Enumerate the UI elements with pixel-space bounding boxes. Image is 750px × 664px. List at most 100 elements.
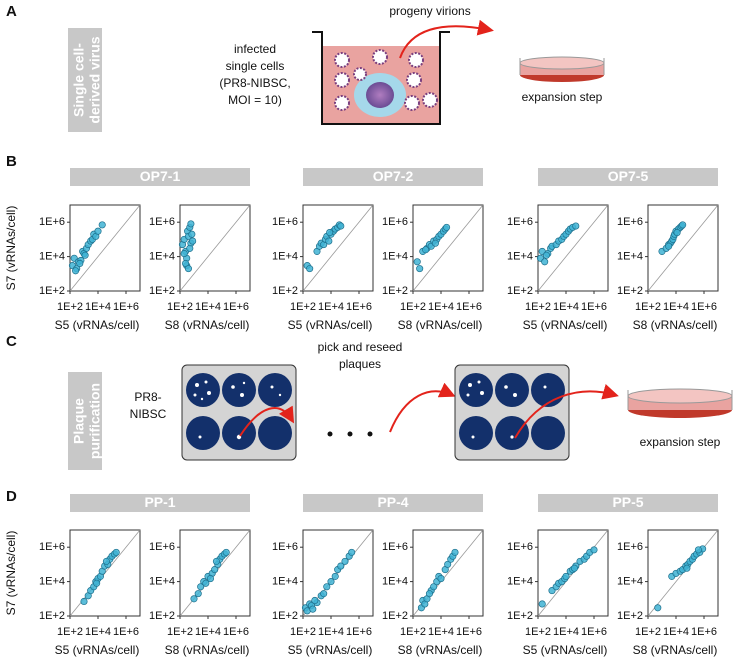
- point: [541, 258, 549, 266]
- cells-text: (PR8-NIBSC,: [219, 76, 290, 90]
- x-tick-label: 1E+6: [581, 301, 607, 313]
- y-tick-label: 1E+2: [149, 610, 175, 622]
- x-tick-label: 1E+4: [318, 626, 344, 638]
- panel-label: D: [6, 488, 17, 505]
- plot-frame: [302, 204, 374, 292]
- x-tick-label: 1E+6: [346, 626, 372, 638]
- point: [323, 583, 331, 591]
- point: [222, 548, 230, 556]
- point: [98, 221, 106, 229]
- arrow-text: pick and reseed: [318, 340, 403, 354]
- x-axis-title: S5 (vRNAs/cell): [288, 318, 373, 332]
- diagonal: [412, 204, 484, 292]
- x-tick-label: 1E+4: [428, 626, 454, 638]
- x-axis-title: S8 (vRNAs/cell): [398, 643, 483, 657]
- header-bar: [303, 494, 483, 512]
- plot-frame: [179, 204, 251, 292]
- x-tick-label: 1E+4: [195, 626, 221, 638]
- x-tick-label: 1E+2: [525, 626, 551, 638]
- arrow: [239, 405, 295, 437]
- point: [202, 579, 210, 587]
- point: [327, 578, 335, 586]
- y-tick-label: 1E+4: [272, 251, 298, 263]
- x-tick-label: 1E+2: [167, 301, 193, 313]
- point: [326, 229, 334, 237]
- y-tick-label: 1E+6: [39, 216, 65, 228]
- plot-frame: [302, 529, 374, 617]
- x-tick-label: 1E+6: [456, 301, 482, 313]
- y-tick-label: 1E+4: [507, 576, 533, 588]
- diagonal: [69, 204, 141, 292]
- x-tick-label: 1E+2: [400, 301, 426, 313]
- x-tick-label: 1E+4: [85, 301, 111, 313]
- y-tick-label: 1E+6: [382, 216, 408, 228]
- point: [188, 230, 196, 238]
- source-text: NIBSC: [130, 407, 167, 421]
- point: [443, 223, 451, 231]
- dish: [627, 388, 733, 418]
- y-tick-label: 1E+4: [39, 251, 65, 263]
- y-tick-label: 1E+2: [617, 285, 643, 297]
- y-tick-label: 1E+2: [39, 285, 65, 297]
- y-tick-label: 1E+6: [149, 541, 175, 553]
- point: [673, 229, 681, 237]
- point: [212, 557, 220, 565]
- point: [538, 600, 546, 608]
- y-tick-label: 1E+4: [617, 251, 643, 263]
- point: [81, 251, 89, 259]
- panel-label: C: [6, 333, 17, 350]
- y-tick-label: 1E+2: [149, 285, 175, 297]
- x-tick-label: 1E+6: [223, 301, 249, 313]
- y-axis-title: S7 (vRNAs/cell): [4, 206, 18, 291]
- header-bar: [70, 168, 250, 186]
- y-tick-label: 1E+2: [382, 285, 408, 297]
- x-axis-title: S8 (vRNAs/cell): [633, 318, 718, 332]
- y-tick-label: 1E+2: [272, 610, 298, 622]
- y-tick-label: 1E+2: [382, 610, 408, 622]
- point: [683, 564, 691, 572]
- point: [180, 250, 188, 258]
- header: PP-4: [377, 494, 408, 510]
- plot-frame: [412, 204, 484, 292]
- side-label: Plaque: [71, 398, 87, 444]
- point: [72, 267, 80, 275]
- point: [194, 590, 202, 598]
- x-tick-label: 1E+6: [691, 301, 717, 313]
- x-axis-title: S8 (vRNAs/cell): [165, 643, 250, 657]
- y-tick-label: 1E+4: [149, 576, 175, 588]
- y-tick-label: 1E+2: [272, 285, 298, 297]
- point: [451, 548, 459, 556]
- point: [416, 265, 424, 273]
- point: [189, 237, 197, 245]
- header: OP7-1: [140, 168, 181, 184]
- side-label: Single cell-: [71, 43, 87, 117]
- header-bar: [303, 168, 483, 186]
- x-tick-label: 1E+6: [113, 626, 139, 638]
- ellipsis: [327, 431, 373, 437]
- well: [312, 31, 450, 125]
- plot-frame: [537, 529, 609, 617]
- header-bar: [538, 494, 718, 512]
- header: OP7-2: [373, 168, 414, 184]
- x-tick-label: 1E+6: [691, 626, 717, 638]
- x-tick-label: 1E+4: [553, 301, 579, 313]
- y-tick-label: 1E+4: [617, 576, 643, 588]
- diagonal: [302, 204, 374, 292]
- x-tick-label: 1E+2: [57, 301, 83, 313]
- y-tick-label: 1E+4: [149, 251, 175, 263]
- arrow-text: plaques: [339, 357, 381, 371]
- header-bar: [538, 168, 718, 186]
- y-tick-label: 1E+6: [507, 216, 533, 228]
- point: [337, 562, 345, 570]
- y-tick-label: 1E+4: [272, 576, 298, 588]
- diagonal: [647, 204, 719, 292]
- point: [570, 564, 578, 572]
- x-axis-title: S8 (vRNAs/cell): [165, 318, 250, 332]
- point: [93, 579, 101, 587]
- plot-frame: [179, 529, 251, 617]
- y-tick-label: 1E+6: [507, 541, 533, 553]
- y-tick-label: 1E+6: [149, 216, 175, 228]
- x-tick-label: 1E+4: [663, 626, 689, 638]
- panel-label: A: [6, 3, 17, 20]
- plot-frame: [537, 204, 609, 292]
